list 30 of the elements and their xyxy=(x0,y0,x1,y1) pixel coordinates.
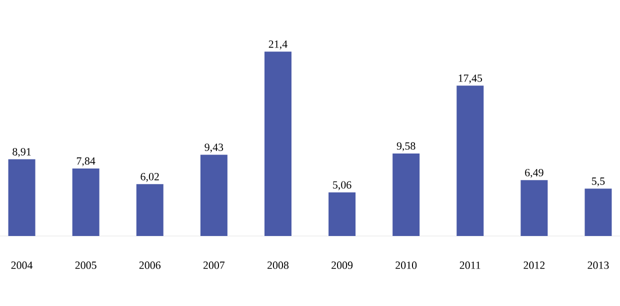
bar xyxy=(8,159,36,236)
x-tick-label: 2012 xyxy=(524,262,545,269)
x-tick-label: 2006 xyxy=(139,262,161,269)
x-tick-label: 2010 xyxy=(396,262,417,269)
bar xyxy=(584,188,612,236)
data-label: 5,5 xyxy=(592,178,605,186)
bar xyxy=(72,168,100,236)
x-tick-label: 2011 xyxy=(460,262,480,269)
data-label: 7,84 xyxy=(76,157,96,166)
data-label: 9,43 xyxy=(204,144,224,153)
x-tick-label: 2004 xyxy=(11,262,33,269)
bar xyxy=(200,154,228,236)
data-label: 5,06 xyxy=(333,181,352,190)
bar xyxy=(328,192,356,236)
data-label: 8,91 xyxy=(12,148,31,158)
bar xyxy=(392,153,420,236)
bar xyxy=(136,184,164,236)
x-tick-label: 2005 xyxy=(75,262,96,269)
x-tick-label: 2008 xyxy=(268,262,289,269)
data-label: 17,45 xyxy=(458,74,482,84)
data-label: 21,4 xyxy=(268,40,288,50)
bar xyxy=(456,86,484,236)
bar xyxy=(264,52,292,236)
x-tick-label: 2009 xyxy=(332,262,353,269)
data-label: 9,58 xyxy=(396,142,416,152)
data-label: 6,02 xyxy=(140,172,159,182)
data-label: 6,49 xyxy=(525,168,544,178)
x-tick-label: 2013 xyxy=(588,262,609,269)
bar xyxy=(520,180,548,236)
x-tick-label: 2007 xyxy=(203,262,225,269)
